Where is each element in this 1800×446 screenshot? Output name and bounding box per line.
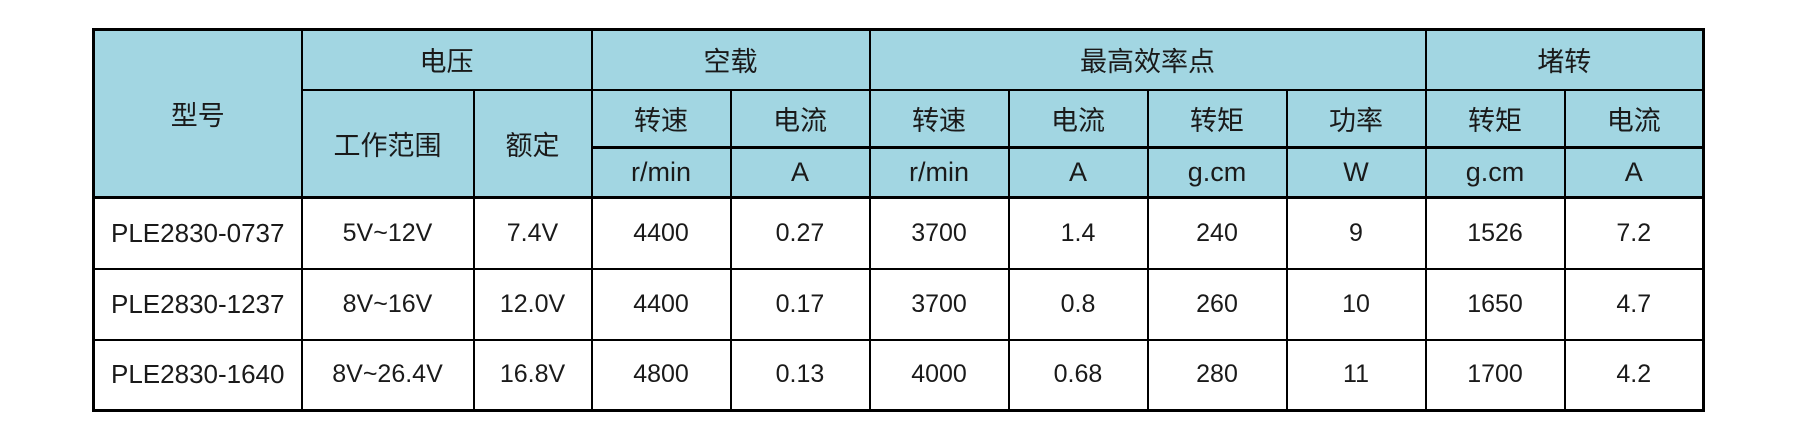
cell-stall-torque: 1700 (1424, 338, 1566, 412)
cell-rated-voltage: 12.0V (472, 267, 593, 341)
cell-maxeff-torque: 280 (1146, 338, 1288, 412)
cell-maxeff-speed: 3700 (868, 196, 1010, 270)
cell-stall-torque: 1650 (1424, 267, 1566, 341)
unit-row: r/min A r/min A g.cm W g.cm A (94, 146, 1705, 199)
cell-maxeff-torque: 260 (1146, 267, 1288, 341)
cell-noload-speed: 4400 (590, 267, 732, 341)
cell-noload-current: 0.27 (729, 196, 871, 270)
unit-maxeff-speed: r/min (868, 146, 1010, 199)
cell-maxeff-speed: 4000 (868, 338, 1010, 412)
cell-maxeff-power: 11 (1285, 338, 1427, 412)
unit-stall-torque: g.cm (1424, 146, 1566, 199)
sub-header-row: 工作范围 额定 转速 电流 转速 电流 转矩 功率 转矩 电流 (94, 88, 1705, 199)
cell-noload-current: 0.17 (729, 267, 871, 341)
unit-maxeff-power: W (1285, 146, 1427, 199)
cell-stall-current: 4.7 (1563, 267, 1705, 341)
subheader-working-range: 工作范围 (300, 88, 475, 199)
table-row-ple2830-1237: PLE2830-1237 8V~16V 12.0V 4400 0.17 3700… (92, 267, 1705, 341)
unit-noload-current: A (729, 146, 871, 199)
cell-noload-speed: 4400 (590, 196, 732, 270)
subheader-maxeff-power: 功率 (1285, 88, 1427, 149)
subheader-maxeff-torque: 转矩 (1146, 88, 1288, 149)
cell-working-range: 8V~16V (300, 267, 475, 341)
table-row-ple2830-0737: PLE2830-0737 5V~12V 7.4V 4400 0.27 3700 … (92, 196, 1705, 270)
subheader-noload-speed: 转速 (590, 88, 732, 149)
group-header-stall: 堵转 (1424, 28, 1705, 91)
model-cell: PLE2830-1640 (92, 338, 303, 412)
cell-stall-current: 7.2 (1563, 196, 1705, 270)
cell-maxeff-torque: 240 (1146, 196, 1288, 270)
cell-stall-current: 4.2 (1563, 338, 1705, 412)
cell-noload-speed: 4800 (590, 338, 732, 412)
spec-table-container: 型号 电压 空载 最高效率点 堵转 工作范围 额定 转速 电流 转速 电流 转矩… (92, 28, 1705, 412)
cell-maxeff-current: 0.8 (1007, 267, 1149, 341)
group-header-voltage: 电压 (300, 28, 593, 91)
motor-spec-table: 型号 电压 空载 最高效率点 堵转 工作范围 额定 转速 电流 转速 电流 转矩… (92, 28, 1705, 412)
unit-maxeff-current: A (1007, 146, 1149, 199)
cell-maxeff-current: 1.4 (1007, 196, 1149, 270)
group-header-row: 型号 电压 空载 最高效率点 堵转 (92, 28, 1705, 199)
group-header-no-load: 空载 (590, 28, 871, 91)
unit-stall-current: A (1563, 146, 1705, 199)
cell-noload-current: 0.13 (729, 338, 871, 412)
cell-rated-voltage: 7.4V (472, 196, 593, 270)
subheader-stall-torque: 转矩 (1424, 88, 1566, 149)
model-cell: PLE2830-1237 (92, 267, 303, 341)
cell-maxeff-current: 0.68 (1007, 338, 1149, 412)
group-header-max-efficiency-point: 最高效率点 (868, 28, 1427, 91)
subheader-maxeff-current: 电流 (1007, 88, 1149, 149)
cell-rated-voltage: 16.8V (472, 338, 593, 412)
subheader-maxeff-speed: 转速 (868, 88, 1010, 149)
subheader-noload-current: 电流 (729, 88, 871, 149)
table-row-ple2830-1640: PLE2830-1640 8V~26.4V 16.8V 4800 0.13 40… (92, 338, 1705, 412)
cell-maxeff-power: 10 (1285, 267, 1427, 341)
subheader-rated: 额定 (472, 88, 593, 199)
model-column-header: 型号 (92, 28, 303, 199)
model-cell: PLE2830-0737 (92, 196, 303, 270)
unit-noload-speed: r/min (590, 146, 732, 199)
unit-maxeff-torque: g.cm (1146, 146, 1288, 199)
subheader-stall-current: 电流 (1563, 88, 1705, 149)
cell-stall-torque: 1526 (1424, 196, 1566, 270)
cell-working-range: 8V~26.4V (300, 338, 475, 412)
cell-maxeff-power: 9 (1285, 196, 1427, 270)
cell-working-range: 5V~12V (300, 196, 475, 270)
cell-maxeff-speed: 3700 (868, 267, 1010, 341)
